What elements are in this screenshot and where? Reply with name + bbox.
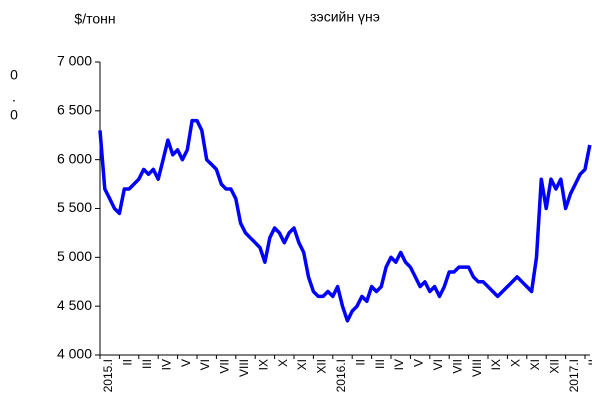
x-tick-label: IV	[159, 359, 173, 370]
x-tick-label: V	[412, 359, 426, 367]
x-tick-label: 2016.I	[334, 359, 348, 392]
annotation: .	[12, 89, 16, 105]
y-tick-label: 5 000	[57, 248, 92, 264]
x-tick-label: III	[140, 359, 154, 369]
chart-title: зэсийн үнэ	[310, 9, 380, 25]
price-line	[98, 118, 592, 323]
y-tick-label: 6 000	[57, 150, 92, 166]
x-tick-label: VIII	[470, 359, 484, 377]
x-tick-label: X	[276, 359, 290, 367]
x-tick-label: IX	[256, 359, 270, 370]
x-tick-label: XI	[295, 359, 309, 370]
x-tick-label: V	[179, 359, 193, 367]
x-tick-label: III	[373, 359, 387, 369]
x-tick-label: IV	[392, 359, 406, 370]
y-tick-label: 7 000	[57, 53, 92, 69]
y-tick-label: 6 500	[57, 102, 92, 118]
x-tick-label: 2017.I	[567, 359, 581, 392]
x-tick-label: II	[586, 359, 592, 366]
annotation: 0	[10, 67, 18, 83]
x-tick-label: VII	[450, 359, 464, 374]
annotation: 0	[10, 107, 18, 123]
x-tick-label: XII	[547, 359, 561, 374]
x-tick-label: VI	[431, 359, 445, 370]
y-tick-label: 5 500	[57, 199, 92, 215]
x-tick-label: VIII	[237, 359, 251, 377]
x-tick-label: X	[509, 359, 523, 367]
x-tick-label: II	[121, 359, 135, 366]
x-tick-label: XI	[528, 359, 542, 370]
x-tick-label: VI	[198, 359, 212, 370]
x-tick-label: VII	[218, 359, 232, 374]
x-tick-label: 2015.I	[101, 359, 115, 392]
x-tick-label: IX	[489, 359, 503, 370]
y-tick-label: 4 500	[57, 297, 92, 313]
y-unit: $/тонн	[74, 11, 115, 27]
y-tick-label: 4 000	[57, 346, 92, 362]
x-tick-label: II	[353, 359, 367, 366]
x-tick-label: XII	[315, 359, 329, 374]
